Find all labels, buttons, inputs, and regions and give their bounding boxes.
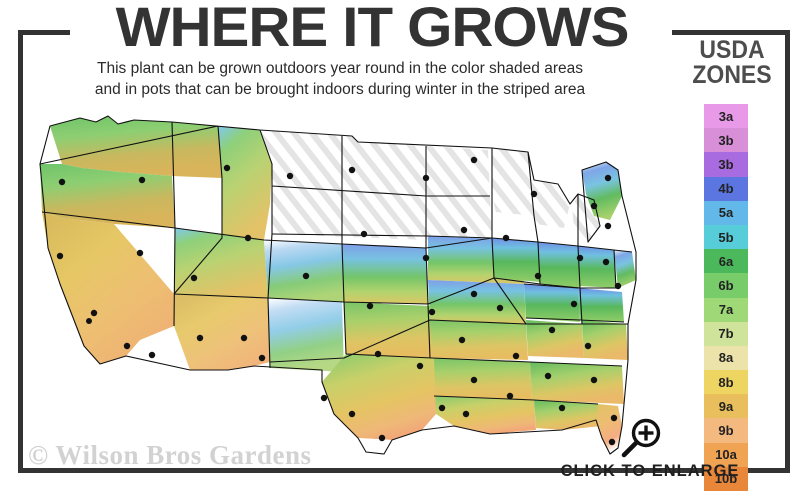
legend-heading: USDA ZONES	[672, 38, 792, 88]
legend-swatch-label: 4b	[718, 181, 734, 197]
legend-swatch-6b-7: 6b	[704, 273, 748, 298]
legend-swatch-5b-5: 5b	[704, 224, 748, 250]
legend-swatch-3b-2: 3b	[704, 152, 748, 177]
legend-swatch-label: 5b	[718, 229, 734, 245]
page-title: WHERE IT GROWS	[115, 0, 630, 58]
legend-swatch-6a-6: 6a	[704, 249, 748, 274]
legend-swatch-label: 3b	[718, 132, 734, 148]
legend-swatch-label: 8b	[718, 374, 734, 390]
subtitle: This plant can be grown outdoors year ro…	[40, 58, 640, 100]
usda-hardiness-map[interactable]	[22, 108, 642, 460]
legend-swatch-8a-10: 8a	[704, 345, 748, 371]
legend-swatch-8b-11: 8b	[704, 370, 748, 395]
frame-bottom	[18, 468, 790, 473]
legend-heading-line-1: USDA	[699, 36, 765, 64]
legend-swatch-label: 7a	[718, 302, 734, 318]
frame-top-right	[672, 30, 790, 35]
city-dots	[56, 156, 622, 446]
legend-swatch-3b-1: 3b	[704, 128, 748, 153]
legend-swatch-label: 3a	[718, 108, 734, 124]
map-landmasses	[39, 115, 637, 455]
click-to-enlarge-label[interactable]: CLICK TO ENLARGE	[560, 462, 740, 480]
legend-swatch-label: 9b	[718, 423, 734, 439]
frame-right	[785, 30, 790, 473]
legend-swatch-9b-13: 9b	[704, 418, 748, 443]
legend-swatch-label: 5a	[718, 205, 734, 221]
map-svg	[39, 115, 637, 455]
legend-swatch-label: 6b	[718, 277, 734, 293]
usda-zone-legend: 3a 3b 3b 4b 5a 5b 6a 6b 7a 7b 8a 8b 9a 9b 10a 10b	[704, 104, 748, 491]
frame-left	[18, 30, 23, 473]
legend-swatch-label: 9a	[718, 398, 734, 414]
legend-swatch-7b-9: 7b	[704, 321, 748, 346]
legend-swatch-label: 8a	[718, 350, 734, 366]
legend-swatch-3a-0: 3a	[704, 104, 748, 129]
legend-swatch-9a-12: 9a	[704, 394, 748, 419]
legend-swatch-label: 3b	[718, 156, 734, 172]
legend-swatch-label: 10b	[714, 471, 738, 487]
subtitle-line-1: This plant can be grown outdoors year ro…	[97, 60, 583, 77]
legend-swatch-4b-3: 4b	[704, 176, 748, 201]
legend-swatch-10a-14: 10a	[704, 442, 748, 467]
legend-swatch-5a-4: 5a	[704, 200, 748, 225]
legend-swatch-10b-15: 10b	[704, 466, 748, 491]
magnifier-plus-icon[interactable]	[618, 417, 664, 461]
frame-top-left	[18, 30, 70, 35]
state-boundaries	[39, 115, 637, 455]
watermark: © Wilson Bros Gardens	[28, 440, 312, 470]
legend-swatch-label: 10a	[715, 447, 737, 463]
legend-swatch-7a-8: 7a	[704, 297, 748, 322]
legend-swatch-label: 6a	[718, 253, 734, 269]
legend-swatch-label: 7b	[718, 326, 734, 342]
subtitle-line-2: and in pots that can be brought indoors …	[94, 81, 586, 98]
legend-heading-line-2: ZONES	[692, 61, 772, 89]
